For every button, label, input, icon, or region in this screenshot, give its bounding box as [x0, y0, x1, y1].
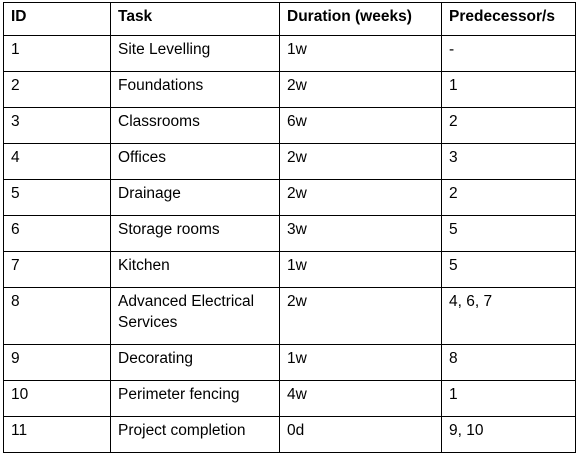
header-predecessors: Predecessor/s	[442, 3, 576, 36]
cell-predecessors: 9, 10	[442, 417, 576, 453]
cell-predecessors: 5	[442, 216, 576, 252]
table-row: 4 Offices 2w 3	[4, 144, 576, 180]
cell-duration: 1w	[280, 345, 442, 381]
cell-task: Storage rooms	[111, 216, 280, 252]
cell-task: Classrooms	[111, 108, 280, 144]
table-row: 1 Site Levelling 1w -	[4, 36, 576, 72]
cell-task: Drainage	[111, 180, 280, 216]
table-row: 9 Decorating 1w 8	[4, 345, 576, 381]
cell-id: 4	[4, 144, 111, 180]
cell-predecessors: 2	[442, 180, 576, 216]
cell-task: Kitchen	[111, 252, 280, 288]
table-row: 8 Advanced Electrical Services 2w 4, 6, …	[4, 288, 576, 345]
table-row: 6 Storage rooms 3w 5	[4, 216, 576, 252]
cell-id: 2	[4, 72, 111, 108]
header-id: ID	[4, 3, 111, 36]
cell-duration: 1w	[280, 36, 442, 72]
header-duration: Duration (weeks)	[280, 3, 442, 36]
cell-task: Perimeter fencing	[111, 381, 280, 417]
table-row: 3 Classrooms 6w 2	[4, 108, 576, 144]
cell-id: 10	[4, 381, 111, 417]
cell-duration: 2w	[280, 288, 442, 345]
cell-id: 9	[4, 345, 111, 381]
cell-task: Offices	[111, 144, 280, 180]
cell-predecessors: 8	[442, 345, 576, 381]
cell-task: Advanced Electrical Services	[111, 288, 280, 345]
cell-id: 6	[4, 216, 111, 252]
cell-predecessors: 3	[442, 144, 576, 180]
cell-predecessors: 5	[442, 252, 576, 288]
cell-duration: 4w	[280, 381, 442, 417]
cell-predecessors: -	[442, 36, 576, 72]
cell-id: 3	[4, 108, 111, 144]
cell-task: Project completion	[111, 417, 280, 453]
cell-duration: 2w	[280, 72, 442, 108]
table-row: 7 Kitchen 1w 5	[4, 252, 576, 288]
cell-task: Foundations	[111, 72, 280, 108]
cell-id: 1	[4, 36, 111, 72]
cell-duration: 6w	[280, 108, 442, 144]
cell-id: 8	[4, 288, 111, 345]
table-row: 11 Project completion 0d 9, 10	[4, 417, 576, 453]
cell-predecessors: 1	[442, 72, 576, 108]
header-row: ID Task Duration (weeks) Predecessor/s	[4, 3, 576, 36]
task-table: ID Task Duration (weeks) Predecessor/s 1…	[3, 2, 576, 453]
cell-id: 7	[4, 252, 111, 288]
cell-duration: 2w	[280, 180, 442, 216]
cell-id: 5	[4, 180, 111, 216]
table-row: 10 Perimeter fencing 4w 1	[4, 381, 576, 417]
cell-task: Decorating	[111, 345, 280, 381]
cell-duration: 0d	[280, 417, 442, 453]
cell-duration: 2w	[280, 144, 442, 180]
cell-predecessors: 2	[442, 108, 576, 144]
header-task: Task	[111, 3, 280, 36]
cell-duration: 1w	[280, 252, 442, 288]
cell-duration: 3w	[280, 216, 442, 252]
cell-id: 11	[4, 417, 111, 453]
cell-predecessors: 1	[442, 381, 576, 417]
cell-task: Site Levelling	[111, 36, 280, 72]
cell-predecessors: 4, 6, 7	[442, 288, 576, 345]
table-row: 5 Drainage 2w 2	[4, 180, 576, 216]
table-row: 2 Foundations 2w 1	[4, 72, 576, 108]
